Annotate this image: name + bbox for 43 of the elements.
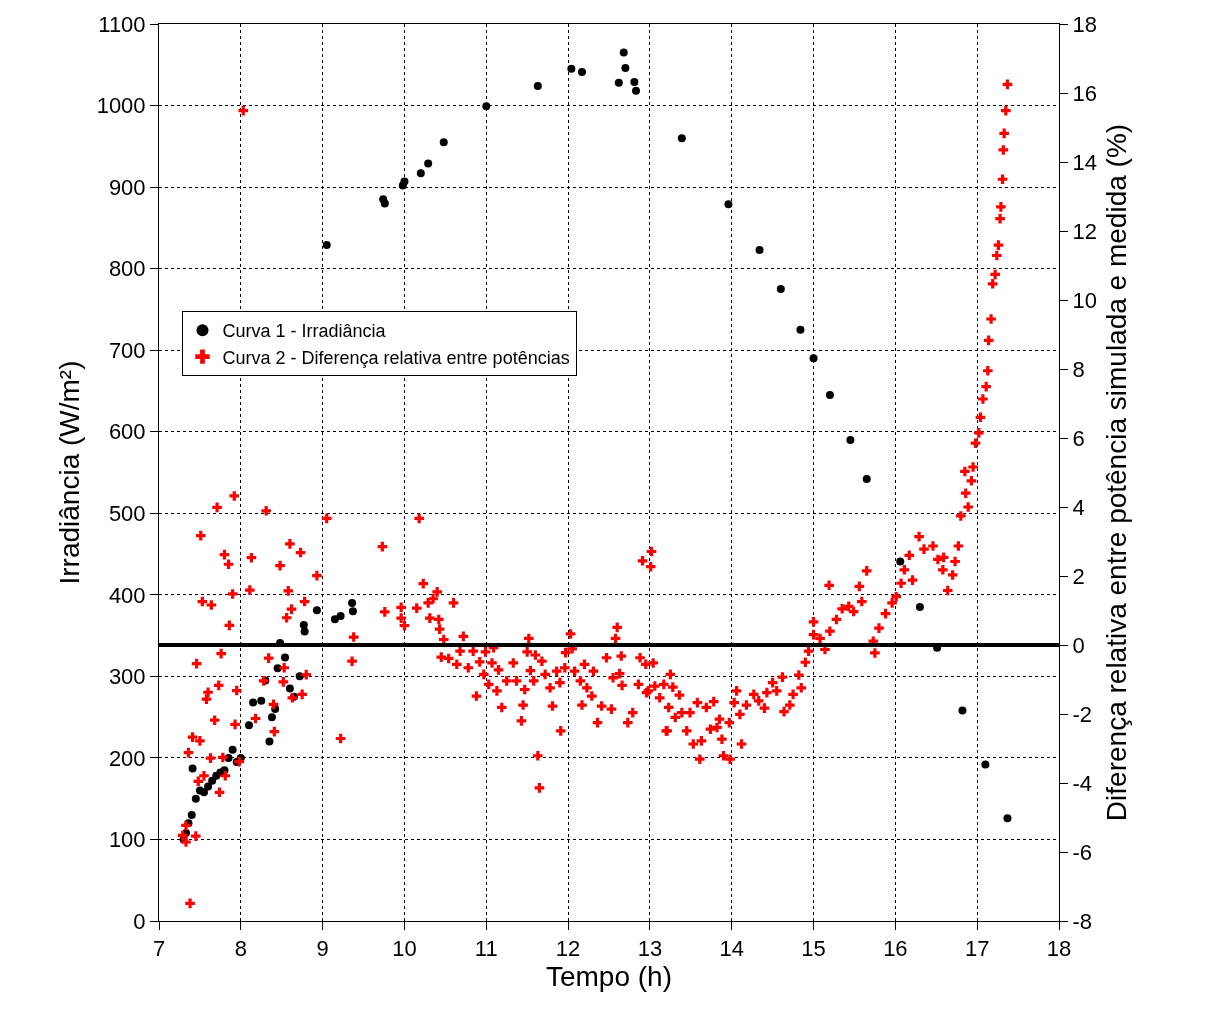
y-tick-label: 700 bbox=[108, 337, 146, 363]
y2-tick-label: -6 bbox=[1072, 839, 1092, 865]
y-tick-label: 400 bbox=[108, 582, 146, 608]
y2-tick-label: 6 bbox=[1072, 425, 1085, 451]
legend-label: Curva 2 - Diferença relativa entre potências bbox=[222, 347, 570, 368]
y2-tick-label: -8 bbox=[1072, 908, 1092, 934]
y2-tick-label: 4 bbox=[1072, 494, 1085, 520]
y-tick-label: 100 bbox=[108, 827, 146, 853]
y-tick-label: 600 bbox=[108, 419, 146, 445]
y-tick-label: 1000 bbox=[96, 93, 146, 119]
x-tick-label: 12 bbox=[555, 936, 581, 962]
x-tick-label: 15 bbox=[801, 936, 826, 962]
y-tick-label: 1100 bbox=[98, 11, 146, 37]
y-axis-title: Irradiância (W/m²) bbox=[54, 360, 86, 585]
y-tick-label: 0 bbox=[133, 908, 146, 934]
x-tick-label: 8 bbox=[234, 936, 247, 962]
y2-tick-label: 18 bbox=[1072, 11, 1097, 37]
y2-tick-label: 10 bbox=[1072, 287, 1097, 313]
y2-tick-label: 2 bbox=[1072, 563, 1085, 589]
legend-label: Curva 1 - Irradiância bbox=[222, 321, 387, 342]
x-tick-label: 14 bbox=[719, 936, 744, 962]
x-tick-label: 13 bbox=[637, 936, 663, 962]
x-tick-label: 9 bbox=[316, 936, 329, 962]
x-tick-label: 11 bbox=[474, 936, 498, 962]
y2-tick-label: 16 bbox=[1072, 80, 1097, 106]
x-tick-label: 10 bbox=[392, 936, 417, 962]
x-tick-label: 17 bbox=[964, 936, 990, 962]
x-axis-title: Tempo (h) bbox=[545, 961, 673, 993]
x-tick-label: 16 bbox=[883, 936, 908, 962]
x-tick-label: 7 bbox=[152, 936, 166, 962]
x-tick-label: 18 bbox=[1046, 936, 1072, 962]
y2-tick-label: -2 bbox=[1072, 701, 1092, 727]
y-tick-label: 200 bbox=[108, 745, 146, 771]
y-tick-label: 500 bbox=[108, 500, 146, 526]
y2-tick-label: 14 bbox=[1072, 149, 1097, 175]
y2-tick-label: 0 bbox=[1072, 632, 1085, 658]
y2-tick-label: 12 bbox=[1072, 218, 1097, 244]
y2-tick-label: -4 bbox=[1072, 770, 1092, 796]
y-tick-label: 300 bbox=[108, 664, 146, 690]
y2-axis-title: Diferença relativa entre potência simulada e medida (%) bbox=[1100, 123, 1132, 822]
y-tick-label: 900 bbox=[108, 174, 146, 200]
y2-tick-label: 8 bbox=[1072, 356, 1085, 382]
y-tick-label: 800 bbox=[108, 256, 146, 282]
